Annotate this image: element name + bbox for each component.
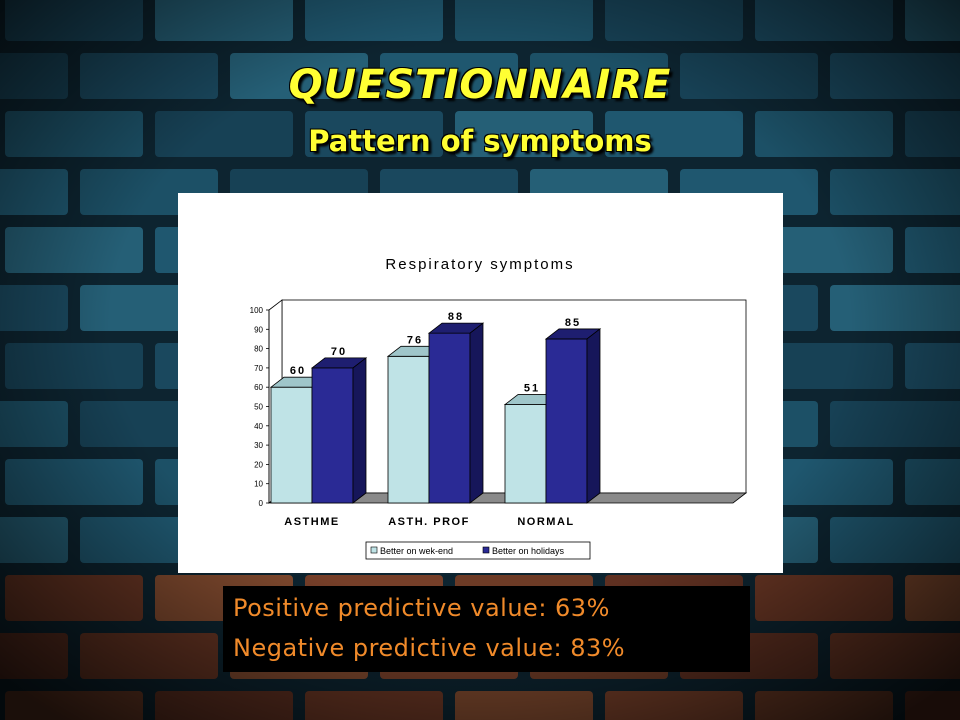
data-label: 60 [290,365,306,377]
y-tick-label: 30 [254,441,263,450]
y-tick-label: 20 [254,460,263,469]
slide-subtitle: Pattern of symptoms [308,124,652,158]
y-tick-label: 10 [254,480,263,489]
bar [270,386,313,504]
bar-side [352,357,367,504]
chart-panel: Respiratory symptoms 0 10 20 30 40 50 60 70 80 90 1… [178,193,783,573]
bar [545,338,588,504]
legend-label: Better on wek-end [380,546,453,556]
chart-title: Respiratory symptoms [385,256,574,273]
y-tick-label: 40 [254,422,263,431]
data-label: 51 [524,383,540,395]
bar-side [586,328,601,504]
legend-box [365,541,591,560]
y-tick-label: 70 [254,364,263,373]
legend-swatch [482,546,490,554]
bar [311,367,354,504]
predictive-values-box: Positive predictive value: 63% Negative … [223,586,750,672]
legend-label: Better on holidays [492,546,565,556]
bar [387,355,430,504]
legend: Better on wek-end Better on holidays [365,541,591,560]
category-label: ASTH. PROF [388,516,470,528]
y-tick-label: 60 [254,383,263,392]
slide-title: QUESTIONNAIRE [288,62,672,108]
category-label: NORMAL [517,516,574,528]
y-tick-label: 0 [259,499,264,508]
legend-swatch [370,546,378,554]
y-tick-label: 80 [254,345,263,354]
bar-chart: Respiratory symptoms 0 10 20 30 40 50 60 70 80 90 1… [250,256,748,560]
y-tick-label: 100 [250,306,264,315]
y-tick-label: 50 [254,403,263,412]
negative-predictive-value: Negative predictive value: 83% [233,634,626,662]
positive-predictive-value: Positive predictive value: 63% [233,594,610,622]
bar-side [469,322,484,504]
data-label: 76 [407,334,423,346]
data-label: 85 [565,317,581,329]
data-label: 70 [331,346,347,358]
data-label: 88 [448,311,464,323]
y-tick-label: 90 [254,325,263,334]
bar [428,332,471,504]
bar [504,404,547,504]
category-label: ASTHME [284,516,339,528]
